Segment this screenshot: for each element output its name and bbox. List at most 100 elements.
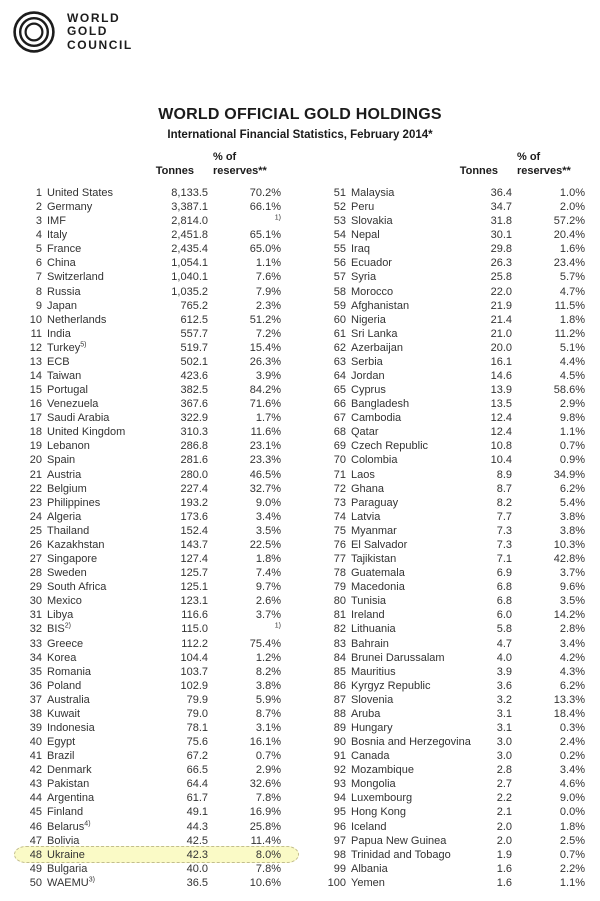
row-rank: 84 <box>333 651 346 664</box>
row-tonnes: 7.3 <box>496 524 512 537</box>
row-country: Poland <box>47 679 82 692</box>
row-country: Italy <box>47 229 68 242</box>
table-row: 72 Ghana 8.7 6.2% <box>322 482 587 496</box>
table-row: 22 Belgium 227.4 32.7% <box>18 482 283 496</box>
table-row: 71 Laos 8.9 34.9% <box>322 468 587 482</box>
row-rank: 86 <box>333 679 346 692</box>
row-country: Mexico <box>47 595 82 608</box>
row-tonnes: 3.0 <box>496 736 512 749</box>
row-rank: 41 <box>29 750 42 763</box>
row-tonnes: 79.9 <box>186 693 208 706</box>
row-rank: 33 <box>29 637 42 650</box>
table-row: 10 Netherlands 612.5 51.2% <box>18 313 283 327</box>
row-rank: 12 <box>29 341 42 354</box>
row-rank: 31 <box>29 609 42 622</box>
table-row: 82 Lithuania 5.8 2.8% <box>322 622 587 636</box>
row-tonnes: 173.6 <box>180 510 208 523</box>
row-tonnes: 16.1 <box>490 355 512 368</box>
table-body-left: 1 United States 8,133.5 70.2% 2 Germany 3,387.… <box>14 186 299 890</box>
row-tonnes: 502.1 <box>180 355 208 368</box>
row-pct-reserves: 11.5% <box>554 299 585 312</box>
row-rank: 28 <box>29 567 42 580</box>
table-row: 42 Denmark 66.5 2.9% <box>18 763 283 777</box>
row-rank: 65 <box>333 384 346 397</box>
row-pct-reserves: 1.8% <box>559 313 585 326</box>
row-rank: 21 <box>29 468 42 481</box>
row-pct-reserves: 0.9% <box>559 454 585 467</box>
row-tonnes: 1.6 <box>496 876 512 889</box>
row-rank: 42 <box>29 764 42 777</box>
row-pct-reserves: 1) <box>274 622 281 630</box>
row-pct-reserves: 2.6% <box>255 595 281 608</box>
row-tonnes: 2.2 <box>496 792 512 805</box>
table-row: 83 Bahrain 4.7 3.4% <box>322 637 587 651</box>
row-tonnes: 61.7 <box>186 792 208 805</box>
row-tonnes: 104.4 <box>180 651 208 664</box>
row-rank: 83 <box>333 637 346 650</box>
row-tonnes: 20.0 <box>490 341 512 354</box>
table-row: 52 Peru 34.7 2.0% <box>322 200 587 214</box>
row-pct-reserves: 4.7% <box>559 285 585 298</box>
table-row: 84 Brunei Darussalam 4.0 4.2% <box>322 651 587 665</box>
header-spacer <box>133 150 211 164</box>
logo-line: GOLD <box>67 24 109 39</box>
row-pct-reserves: 4.6% <box>559 778 585 791</box>
row-pct-reserves: 4.5% <box>559 370 585 383</box>
row-tonnes: 367.6 <box>180 398 208 411</box>
row-tonnes: 2,814.0 <box>171 215 208 228</box>
row-rank: 7 <box>35 271 42 284</box>
row-rank: 6 <box>35 257 42 270</box>
row-rank: 20 <box>29 454 42 467</box>
table-right-half: % of Tonnes reserves** 51 Malaysia 36.4 1.0… <box>322 150 587 890</box>
row-pct-reserves: 70.2% <box>249 187 281 199</box>
row-pct-reserves: 8.0% <box>255 848 281 861</box>
table-row: 40 Egypt 75.6 16.1% <box>18 735 283 749</box>
row-rank: 49 <box>29 862 42 875</box>
row-rank: 3 <box>35 215 42 228</box>
row-rank: 38 <box>29 707 42 720</box>
table-row: 20 Spain 281.6 23.3% <box>18 453 283 467</box>
row-rank: 10 <box>29 313 42 326</box>
row-country: Syria <box>351 271 377 284</box>
row-rank: 90 <box>333 736 346 749</box>
row-tonnes: 78.1 <box>186 721 208 734</box>
table-header-row-top: % of <box>322 150 587 164</box>
header-spacer <box>18 164 42 178</box>
row-country: Portugal <box>47 384 88 397</box>
header-spacer <box>42 150 133 164</box>
table-row: 44 Argentina 61.7 7.8% <box>18 791 283 805</box>
table-row: 87 Slovenia 3.2 13.3% <box>322 693 587 707</box>
row-rank: 8 <box>35 285 42 298</box>
row-tonnes: 7.3 <box>496 538 512 551</box>
row-pct-reserves: 3.7% <box>255 609 281 622</box>
header-spacer <box>322 164 346 178</box>
table-row: 38 Kuwait 79.0 8.7% <box>18 707 283 721</box>
table-row: 86 Kyrgyz Republic 3.6 6.2% <box>322 679 587 693</box>
table-row: 12 Turkey5) 519.7 15.4% <box>18 341 283 355</box>
row-pct-reserves: 3.7% <box>559 567 585 580</box>
row-tonnes: 8.2 <box>496 496 512 509</box>
row-tonnes: 12.4 <box>490 412 512 425</box>
row-country: Afghanistan <box>351 299 410 312</box>
row-tonnes: 227.4 <box>180 482 208 495</box>
row-rank: 2 <box>35 201 42 214</box>
row-rank: 50 <box>29 876 42 889</box>
row-country: Germany <box>47 201 93 214</box>
row-tonnes: 8,133.5 <box>171 187 208 199</box>
row-rank: 70 <box>333 454 346 467</box>
row-rank: 78 <box>333 567 346 580</box>
row-country: Cyprus <box>351 384 386 397</box>
row-rank: 59 <box>333 299 346 312</box>
row-tonnes: 8.7 <box>496 482 512 495</box>
row-tonnes: 21.9 <box>490 299 512 312</box>
row-rank: 18 <box>29 426 42 439</box>
row-tonnes: 2,451.8 <box>171 229 208 242</box>
row-pct-reserves: 1.8% <box>559 820 585 833</box>
row-pct-reserves: 1.0% <box>559 187 585 199</box>
row-rank: 73 <box>333 496 346 509</box>
row-country: Colombia <box>351 454 398 467</box>
row-pct-reserves: 2.8% <box>559 623 585 636</box>
table-row: 49 Bulgaria 40.0 7.8% <box>18 862 283 876</box>
row-pct-reserves: 15.4% <box>249 341 281 354</box>
row-rank: 25 <box>29 524 42 537</box>
